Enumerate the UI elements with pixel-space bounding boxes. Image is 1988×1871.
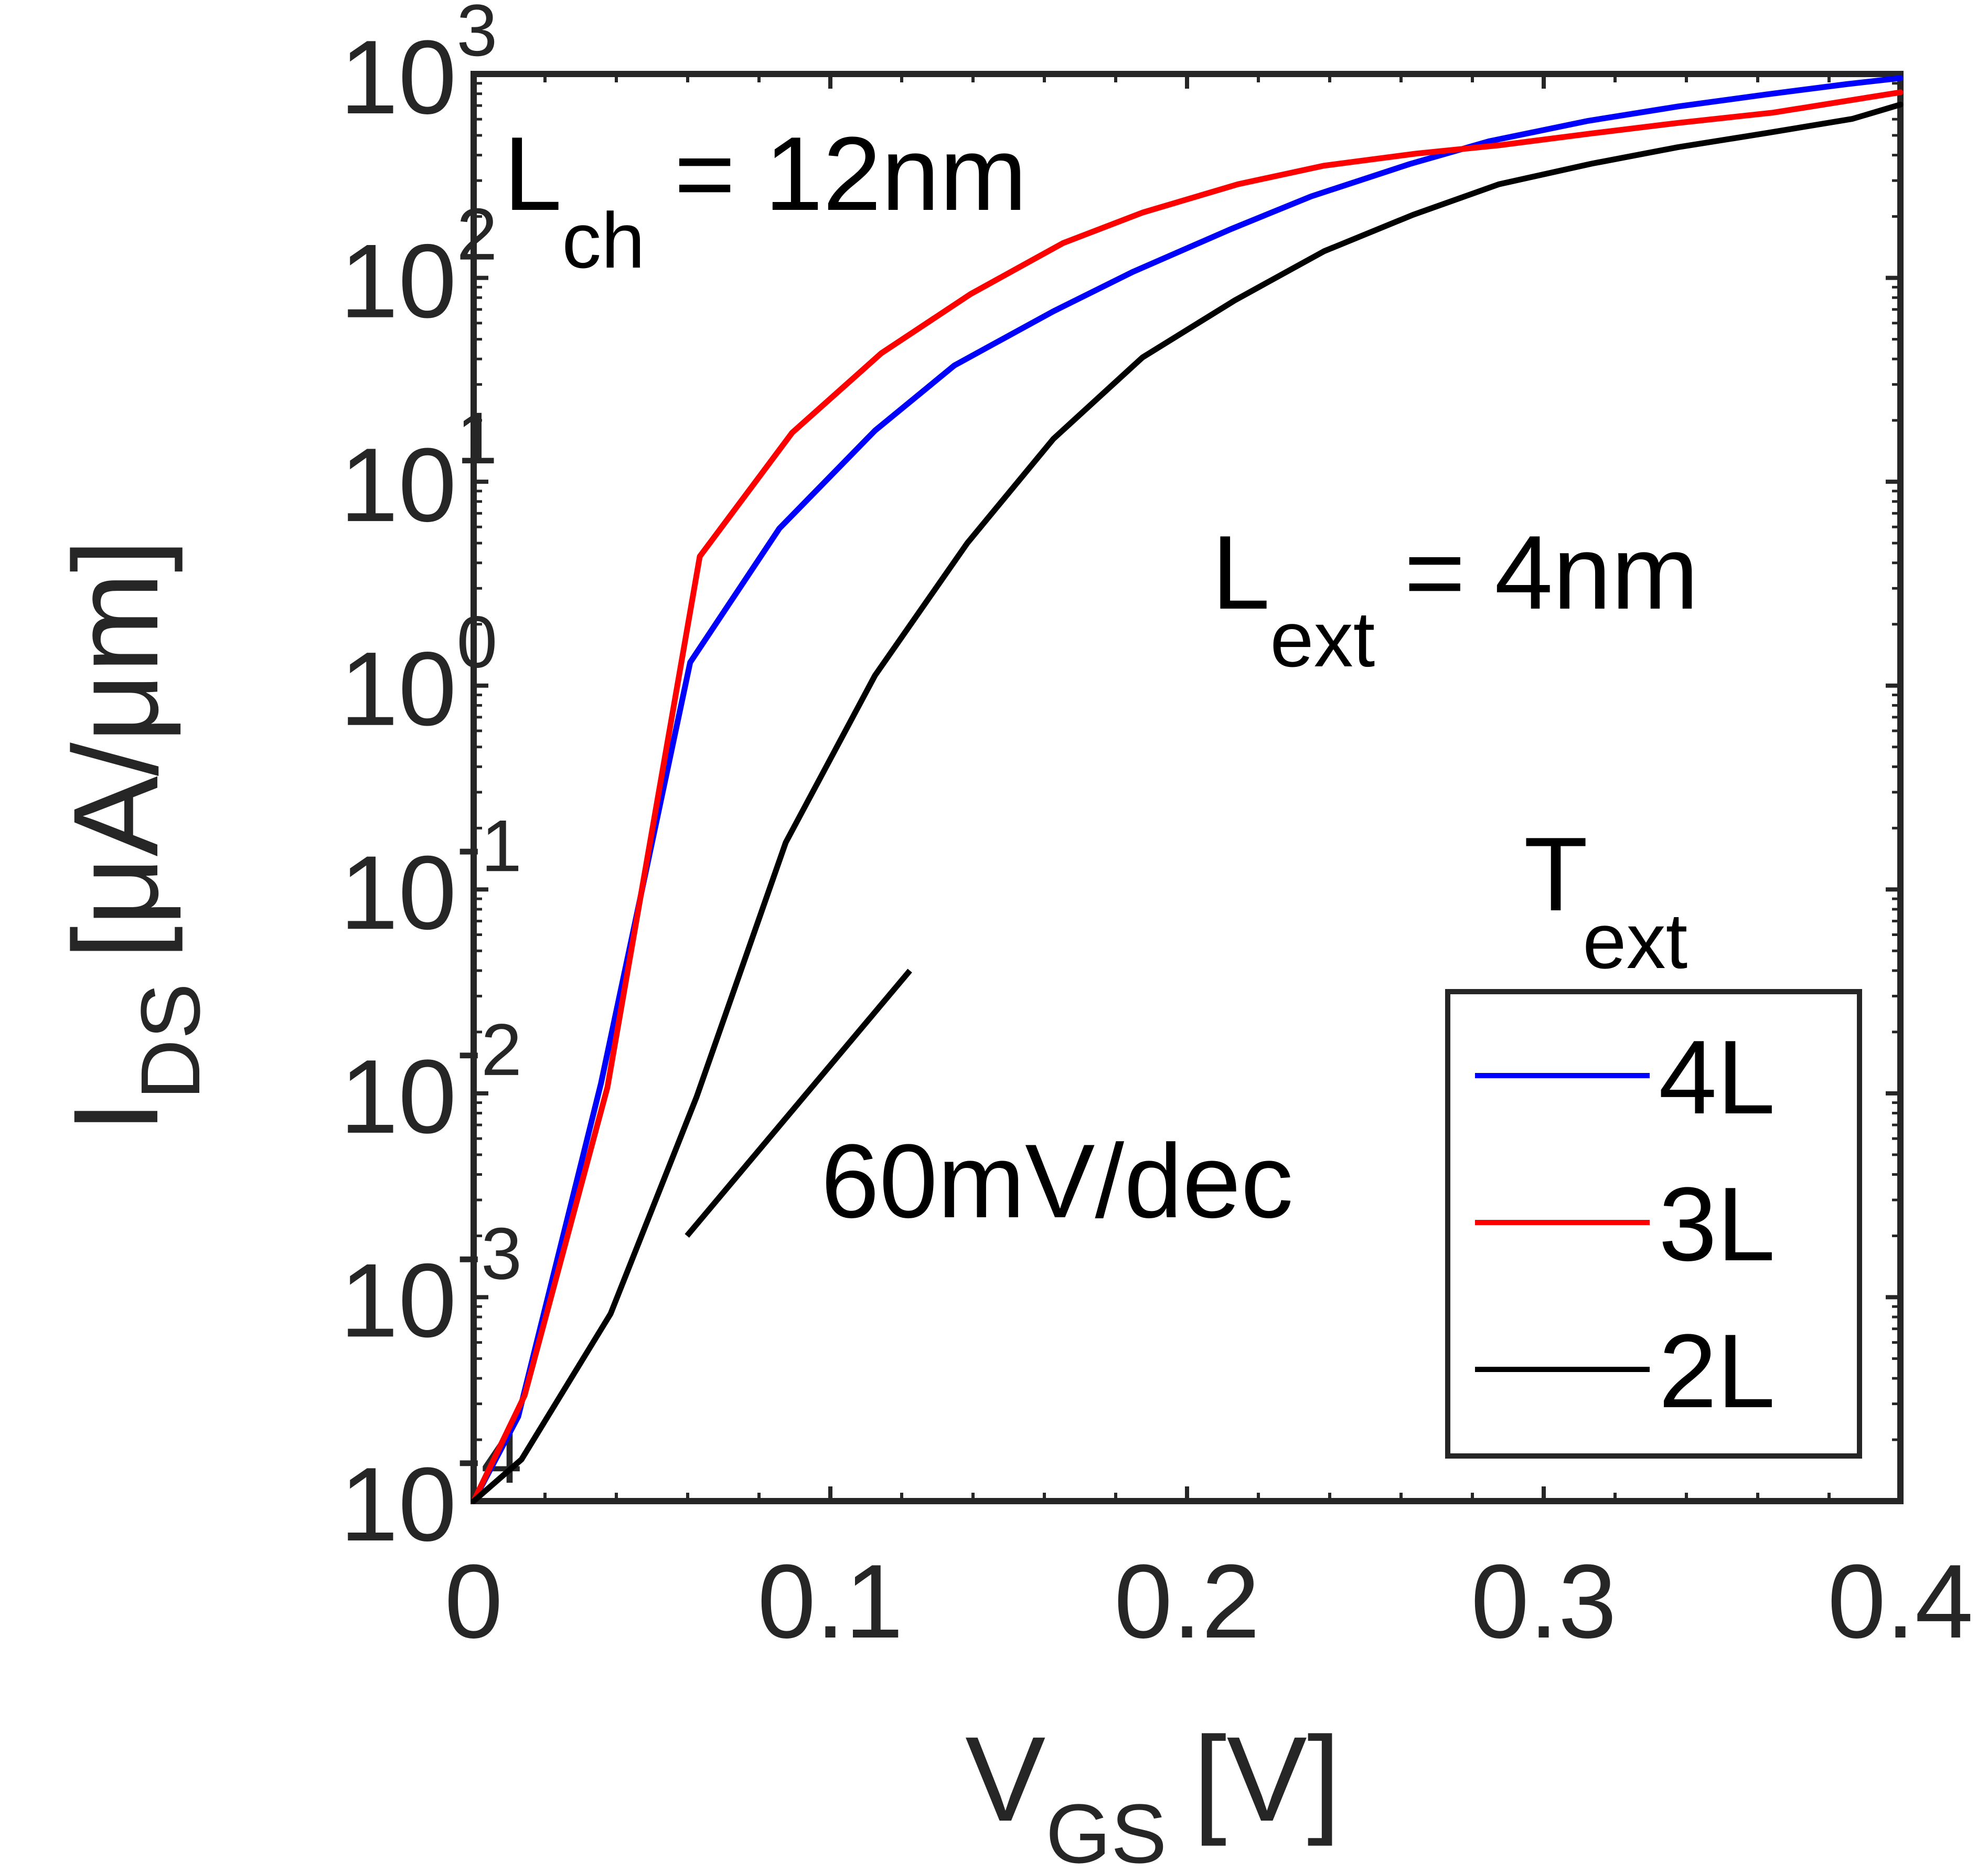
x-axis-title: VGS [V] <box>965 1711 1341 1871</box>
y-tick-label-exponent: -3 <box>456 1212 521 1294</box>
x-axis-title-main: V <box>965 1711 1045 1846</box>
x-tick-labels: 0 0.1 0.2 0.3 0.4 <box>444 1543 1973 1660</box>
y-tick-label: 10-1 <box>340 804 522 951</box>
y-tick-label: 10-3 <box>340 1212 522 1359</box>
legend-label-4L: 4L <box>1659 1019 1775 1136</box>
y-tick-label: 103 <box>340 0 497 136</box>
annotation-lext-main: L <box>1212 514 1270 631</box>
series-line-2L <box>471 101 1904 1504</box>
x-tick-label: 0.3 <box>1471 1543 1617 1660</box>
y-tick-label-base: 10 <box>340 1242 456 1359</box>
y-tick-label-exponent: -1 <box>456 804 521 887</box>
x-tick-label: 0.1 <box>757 1543 903 1660</box>
channel-length-annotation: Lch = 12nm <box>504 115 1027 284</box>
x-axis-title-sub: GS <box>1045 1787 1167 1871</box>
y-tick-label-base: 10 <box>340 1038 456 1155</box>
series-line-3L <box>471 89 1904 1504</box>
y-axis-title: IDS [μA/μm] <box>48 539 217 1133</box>
y-tick-label-base: 10 <box>340 19 456 136</box>
annotation-lch-rest: = 12nm <box>645 115 1027 232</box>
y-tick-label-base: 10 <box>340 631 456 748</box>
legend-label-2L: 2L <box>1659 1313 1775 1430</box>
legend-title-main: T <box>1524 816 1588 933</box>
slope-reference-line <box>685 969 912 1238</box>
y-axis-title-unit: [μA/μm] <box>48 539 183 960</box>
y-tick-label: 102 <box>340 193 497 340</box>
slope-reference <box>685 969 912 1238</box>
annotation-lch-main: L <box>504 115 562 232</box>
y-tick-label-exponent: 0 <box>456 601 497 683</box>
data-series <box>471 75 1904 1504</box>
extension-length-annotation: Lext = 4nm <box>1212 514 1698 683</box>
annotation-lch-sub: ch <box>562 196 645 284</box>
y-tick-label-exponent: 3 <box>456 0 497 71</box>
x-tick-label: 0.4 <box>1827 1543 1973 1660</box>
y-tick-label-base: 10 <box>340 427 456 544</box>
legend-label-3L: 3L <box>1659 1166 1775 1283</box>
y-tick-label: 101 <box>340 397 497 544</box>
y-tick-label-exponent: -2 <box>456 1008 521 1091</box>
slope-label: 60mV/dec <box>821 1123 1294 1240</box>
x-tick-label: 0 <box>444 1543 503 1660</box>
y-tick-label-base: 10 <box>340 834 456 951</box>
y-tick-label: 100 <box>340 601 497 748</box>
series-line-4L <box>471 75 1904 1504</box>
x-axis-title-unit: [V] <box>1193 1711 1341 1846</box>
y-axis-title-sub: DS <box>123 983 217 1100</box>
annotation-lext-rest: = 4nm <box>1375 514 1698 631</box>
y-axis-title-main: I <box>48 1100 183 1133</box>
y-tick-label-base: 10 <box>340 223 456 340</box>
annotation-lext-sub: ext <box>1270 595 1375 683</box>
y-tick-label: 10-4 <box>340 1416 522 1563</box>
legend: 4L 3L 2L <box>1445 989 1862 1459</box>
x-tick-label: 0.2 <box>1114 1543 1260 1660</box>
y-tick-label-base: 10 <box>340 1446 456 1563</box>
y-tick-label-exponent: 2 <box>456 193 497 275</box>
y-tick-label-exponent: 1 <box>456 397 497 479</box>
axis-ticks <box>472 72 1903 1503</box>
y-tick-label: 10-2 <box>340 1008 522 1155</box>
legend-title-sub: ext <box>1583 897 1687 985</box>
